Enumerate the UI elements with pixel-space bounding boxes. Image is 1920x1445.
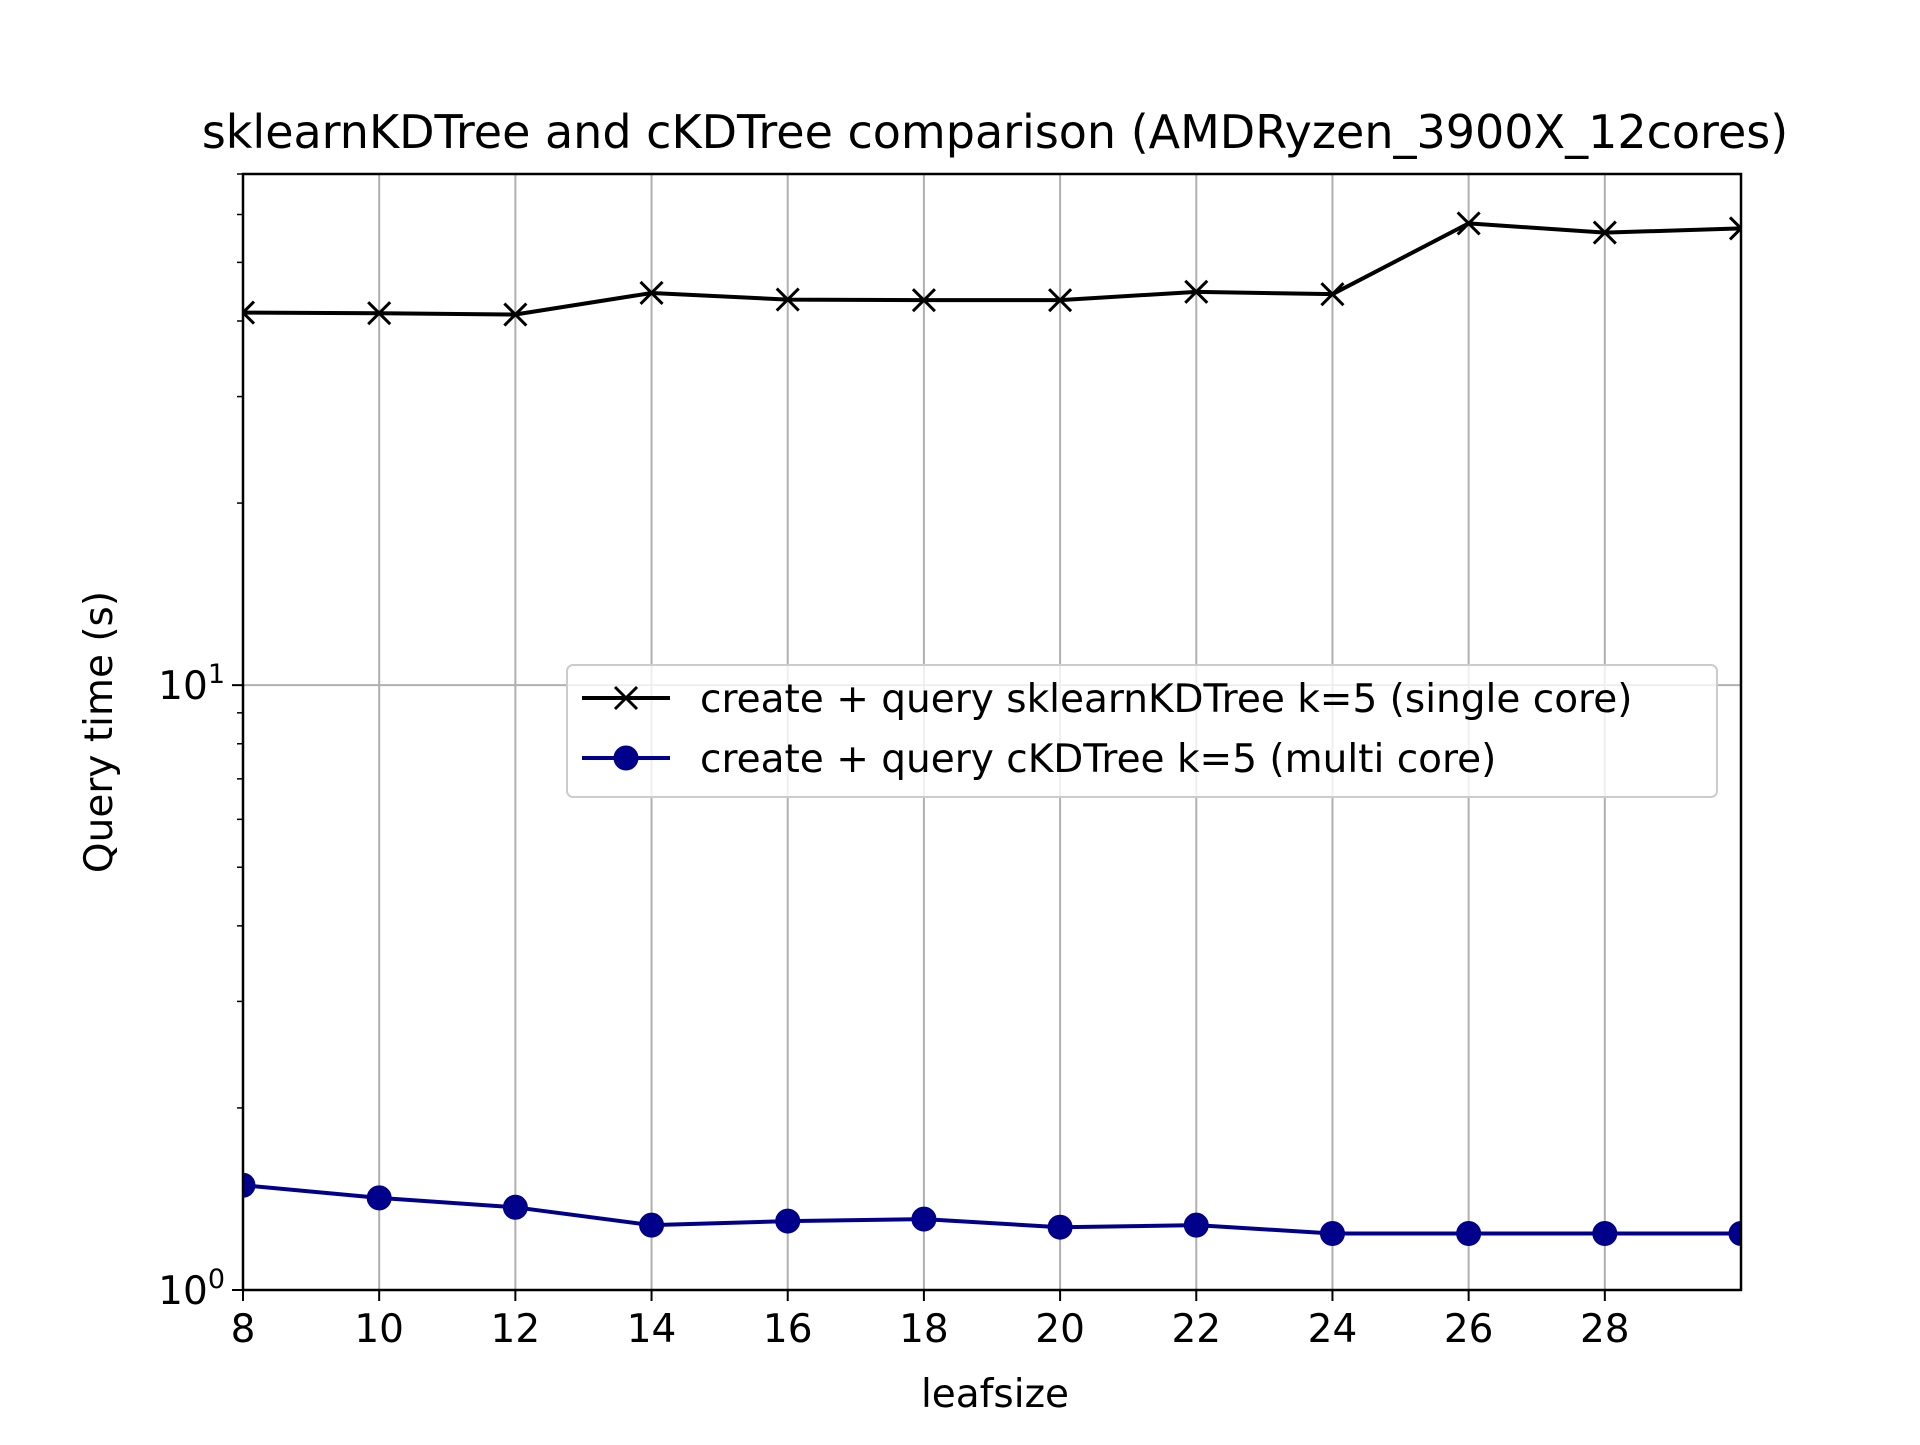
x-tick-label: 8 bbox=[231, 1307, 256, 1352]
series-1-point bbox=[775, 287, 800, 312]
x-tick-label: 14 bbox=[627, 1307, 677, 1352]
y-tick-exponent: 0 bbox=[208, 1264, 225, 1295]
series-1-point bbox=[1320, 282, 1345, 307]
series-2-point bbox=[639, 1212, 665, 1238]
series-2-point bbox=[911, 1206, 937, 1232]
x-axis-label: leafsize bbox=[921, 1372, 1069, 1417]
series-1-line bbox=[243, 221, 1741, 317]
legend-marker-1 bbox=[613, 685, 639, 711]
series-1-point bbox=[243, 300, 256, 325]
series-2-point bbox=[1319, 1220, 1345, 1246]
x-tick-label: 20 bbox=[1035, 1307, 1085, 1352]
x-tick-label: 10 bbox=[354, 1307, 404, 1352]
series-layer bbox=[243, 211, 1741, 1246]
series-2-point bbox=[1456, 1220, 1482, 1246]
legend-box bbox=[566, 664, 1718, 798]
series-1 bbox=[243, 211, 1741, 327]
series-2-point bbox=[243, 1172, 256, 1198]
y-axis-label: Query time (s) bbox=[77, 591, 122, 873]
legend-marker-2 bbox=[613, 745, 639, 771]
x-tick-label: 26 bbox=[1444, 1307, 1494, 1352]
series-1-point bbox=[1456, 211, 1481, 236]
x-tick-label: 18 bbox=[899, 1307, 949, 1352]
legend: create + query sklearnKDTree k=5 (single… bbox=[566, 664, 1718, 798]
series-1-point bbox=[367, 301, 392, 326]
y-tick-label: 100 bbox=[158, 1264, 225, 1314]
series-2-point bbox=[1047, 1214, 1073, 1240]
legend-label-2: create + query cKDTree k=5 (multi core) bbox=[700, 737, 1496, 782]
series-1-point bbox=[639, 280, 664, 306]
chart-title: sklearnKDTree and cKDTree comparison (AM… bbox=[202, 105, 1788, 159]
plot-frame bbox=[241, 172, 1743, 1292]
series-2-point bbox=[502, 1194, 528, 1220]
series-1-point bbox=[503, 302, 528, 327]
series-2-point bbox=[775, 1208, 801, 1234]
series-1-point bbox=[1184, 279, 1209, 304]
y-tick-base: 10 bbox=[158, 664, 208, 709]
series-2-point bbox=[366, 1185, 392, 1211]
x-tick-label: 24 bbox=[1308, 1307, 1358, 1352]
x-tick-label: 28 bbox=[1580, 1307, 1630, 1352]
series-2-point bbox=[1728, 1220, 1741, 1246]
y-tick-label: 101 bbox=[158, 659, 225, 709]
series-2-point bbox=[1183, 1212, 1209, 1238]
x-tick-label: 16 bbox=[763, 1307, 813, 1352]
series-1-point bbox=[1048, 288, 1073, 313]
y-tick-base: 10 bbox=[158, 1269, 208, 1314]
series-2-line bbox=[243, 1183, 1741, 1236]
series-2-point bbox=[1592, 1220, 1618, 1246]
series-1-point bbox=[911, 288, 936, 313]
legend-label-1: create + query sklearnKDTree k=5 (single… bbox=[700, 677, 1632, 722]
x-tick-label: 22 bbox=[1171, 1307, 1221, 1352]
x-tick-label: 12 bbox=[491, 1307, 541, 1352]
series-2 bbox=[243, 1172, 1741, 1246]
y-tick-exponent: 1 bbox=[208, 659, 225, 690]
series-1-point bbox=[1592, 220, 1617, 245]
series-1-point bbox=[1728, 216, 1741, 241]
